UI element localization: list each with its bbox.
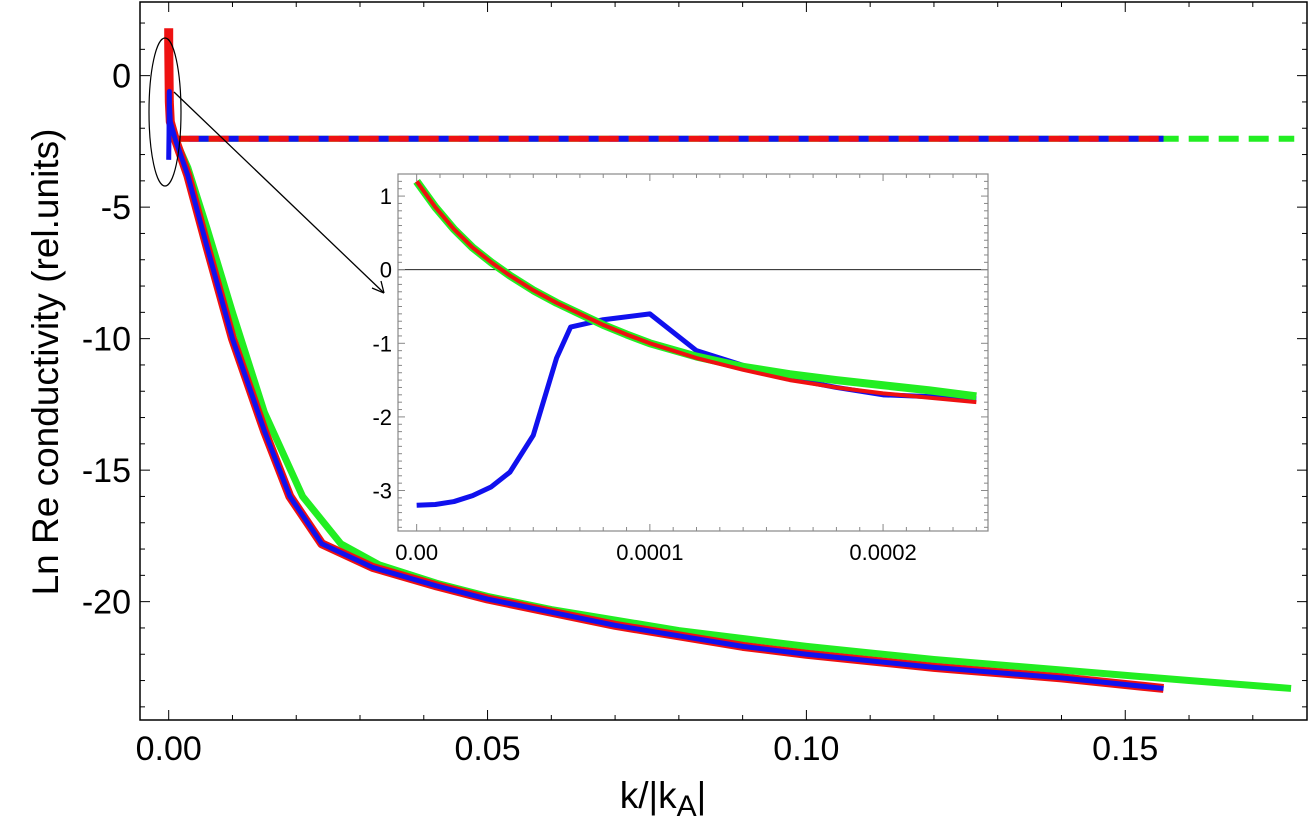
zoom-ellipse <box>148 37 182 187</box>
inset-x-tick-label: 0.00 <box>395 540 438 565</box>
y-axis-title: Ln Re conductivity (rel.units) <box>25 129 66 596</box>
y-tick-label: -5 <box>101 189 131 227</box>
y-tick-label: -15 <box>82 452 131 490</box>
inset-x-tick-label: 0.0002 <box>849 540 916 565</box>
x-tick-label: 0.15 <box>1092 730 1158 768</box>
main-minor-ticks <box>140 2 1307 720</box>
x-axis-title-main: k/|k <box>620 775 677 816</box>
y-tick-label: -10 <box>82 321 131 359</box>
inset-series-line-red <box>415 180 977 405</box>
inset-y-tick-label: 0 <box>380 258 392 283</box>
main-series-group <box>164 28 1295 693</box>
main-plot-frame <box>139 1 1308 721</box>
inset-y-tick-label: -2 <box>372 405 392 430</box>
inset-x-tick-label: 0.0001 <box>616 540 683 565</box>
x-axis-title: k/|kA| <box>620 775 707 817</box>
main-x-tick-labels: 0.00 0.05 0.10 0.15 <box>136 730 1159 768</box>
inset-y-tick-labels: 1 0 -1 -2 -3 <box>372 184 392 503</box>
inset-x-tick-labels: 0.00 0.0001 0.0002 <box>395 540 916 565</box>
y-tick-label: 0 <box>112 58 131 96</box>
x-tick-label: 0.05 <box>454 730 520 768</box>
inset-plot-frame <box>397 173 989 532</box>
zoom-arrow-line <box>173 91 385 294</box>
series-line-blue-solid <box>166 88 1164 691</box>
inset-series-group <box>413 179 977 508</box>
x-tick-label: 0.00 <box>136 730 202 768</box>
y-tick-label: -20 <box>82 584 131 622</box>
inset-y-tick-label: 1 <box>380 184 392 209</box>
x-tick-label: 0.10 <box>773 730 839 768</box>
inset-minor-ticks <box>398 174 988 531</box>
main-y-tick-labels: 0 -5 -10 -15 -20 <box>82 58 131 622</box>
x-axis-title-subscript: A <box>677 790 697 817</box>
x-axis-title-end: | <box>697 775 707 816</box>
inset-y-tick-label: -3 <box>372 479 392 504</box>
zoom-arrow-head <box>371 280 385 294</box>
inset-y-tick-label: -1 <box>372 331 392 356</box>
